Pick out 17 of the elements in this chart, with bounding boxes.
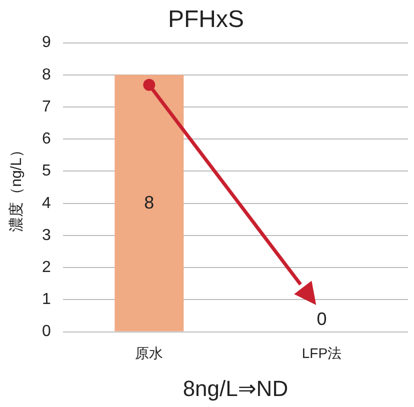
y-tick-label: 0 — [42, 323, 51, 340]
y-tick-label: 6 — [42, 130, 51, 148]
x-tick-label: 原水 — [135, 345, 164, 362]
y-tick-label: 9 — [42, 34, 51, 52]
y-tick-label: 2 — [42, 258, 51, 276]
y-tick-label: 8 — [42, 66, 51, 84]
x-axis-title: 8ng/L⇒ND — [182, 376, 288, 401]
x-tick-label: LFP法 — [302, 345, 342, 362]
y-tick-label: 4 — [42, 194, 51, 212]
data-label: 0 — [316, 308, 327, 329]
chart-title: PFHxS — [168, 6, 244, 34]
y-tick-label: 1 — [42, 291, 51, 308]
data-label: 8 — [144, 192, 154, 212]
y-tick-label: 5 — [42, 162, 51, 180]
y-tick-label: 3 — [42, 226, 51, 244]
y-axis-title: 濃度（ng/L） — [8, 142, 26, 232]
y-tick-label: 7 — [42, 98, 51, 116]
